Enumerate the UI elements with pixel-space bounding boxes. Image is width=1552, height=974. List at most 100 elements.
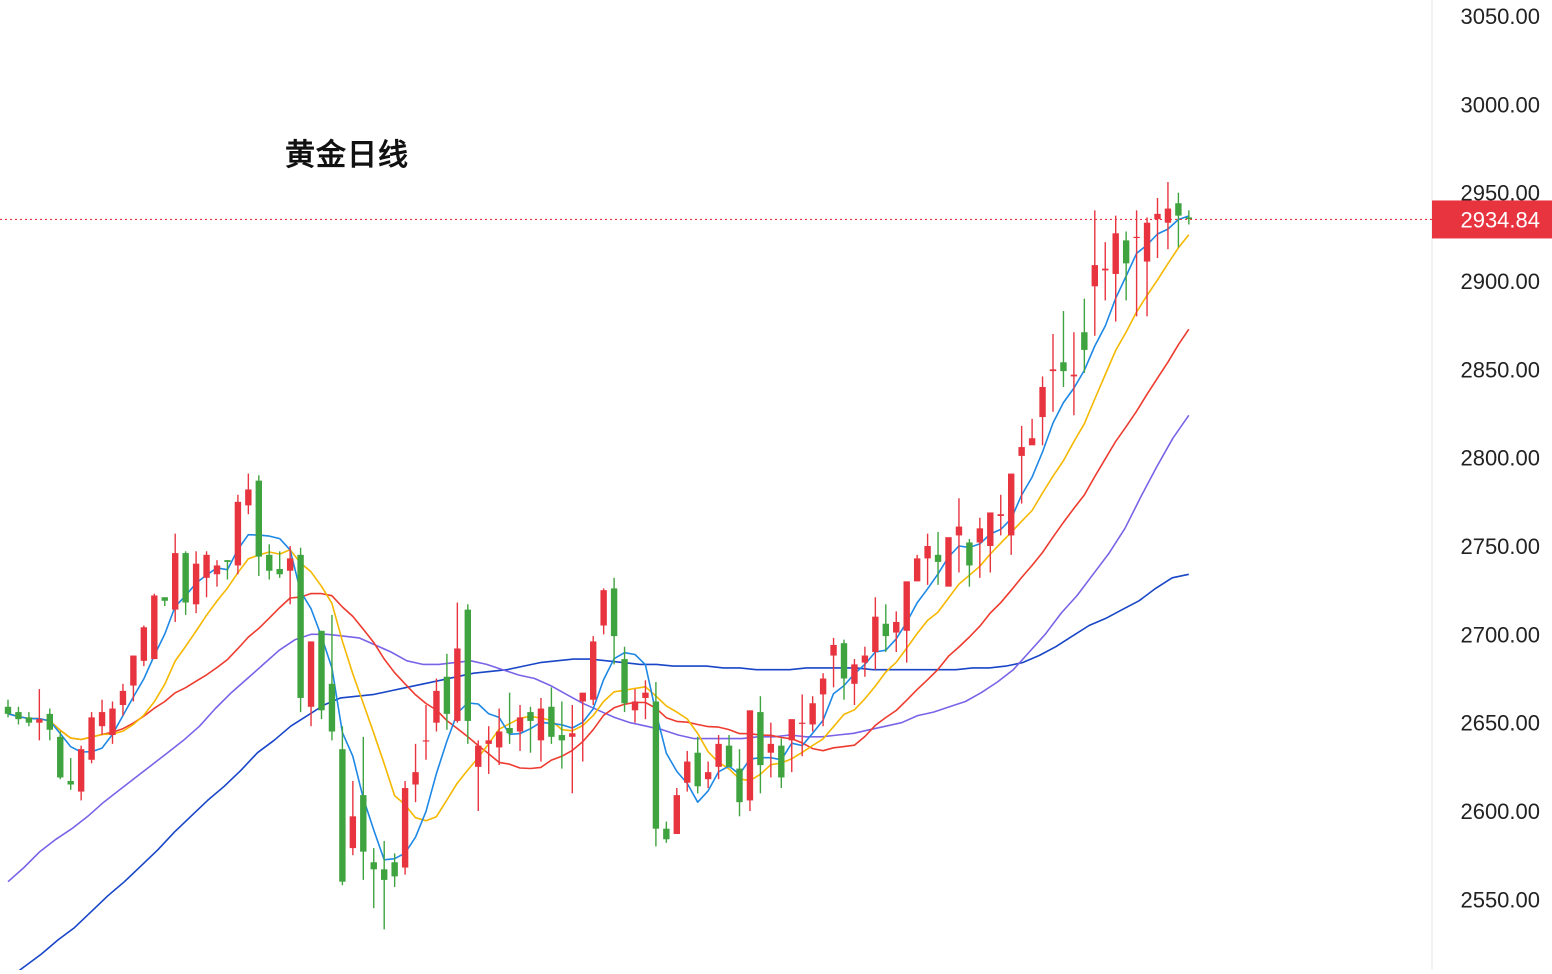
candle: [715, 735, 722, 780]
candle: [1091, 210, 1098, 336]
candle-body: [652, 701, 660, 829]
candle-body: [673, 795, 680, 834]
candle-body: [1102, 268, 1109, 271]
candle: [433, 678, 440, 732]
candle: [673, 788, 680, 834]
candle: [987, 512, 994, 573]
candle-body: [433, 690, 440, 723]
y-tick-label: 3050.00: [1460, 4, 1540, 29]
candle: [297, 547, 304, 713]
candle: [1133, 210, 1140, 317]
candle-body: [213, 565, 221, 575]
candle-body: [631, 701, 639, 711]
candle-body: [830, 644, 837, 656]
candle-body: [872, 616, 879, 653]
candle: [412, 743, 419, 803]
candle-body: [339, 749, 346, 882]
candle-body: [495, 731, 503, 748]
candle-body: [694, 752, 701, 787]
candle: [913, 554, 921, 582]
candle-body: [88, 717, 95, 760]
candle-body: [788, 719, 795, 741]
candle-body: [1154, 213, 1161, 220]
candle: [88, 712, 95, 764]
candle-body: [725, 745, 733, 767]
candle-body: [57, 736, 64, 778]
candle: [161, 597, 168, 607]
candle: [381, 841, 388, 930]
candle-body: [109, 708, 116, 736]
candle: [537, 697, 545, 762]
candle: [192, 551, 200, 614]
candle-body: [642, 692, 649, 698]
candle: [840, 639, 848, 700]
candle-body: [15, 712, 22, 720]
candle-body: [976, 528, 984, 543]
candle: [579, 692, 586, 762]
candle-body: [767, 743, 775, 753]
candle-body: [391, 862, 398, 877]
candle-body: [997, 514, 1004, 516]
candle-body: [882, 623, 889, 637]
candle: [819, 673, 827, 727]
candle: [610, 577, 618, 665]
candle-body: [422, 740, 430, 742]
candle: [109, 701, 116, 744]
y-tick-label: 2600.00: [1460, 799, 1540, 824]
candle: [872, 597, 879, 670]
candle-body: [548, 706, 555, 737]
candle: [1154, 197, 1161, 259]
candle: [924, 533, 931, 585]
candle-body: [1112, 233, 1119, 274]
candle: [46, 708, 53, 741]
candle-body: [1039, 387, 1046, 418]
candle: [590, 636, 597, 706]
candle: [286, 546, 294, 605]
candle-body: [663, 828, 670, 840]
candle-body: [151, 595, 158, 660]
candle-body: [25, 717, 33, 723]
ma-navy-line: [13, 573, 1189, 974]
candle-body: [840, 643, 848, 679]
candles: [4, 182, 1193, 930]
candle: [1122, 231, 1130, 301]
candle: [631, 689, 639, 723]
candle-body: [224, 560, 231, 562]
candle: [15, 706, 22, 725]
candle-body: [77, 749, 85, 792]
candle-body: [161, 597, 168, 601]
candle: [1143, 217, 1151, 317]
candle: [1112, 215, 1119, 322]
candle-body: [610, 588, 618, 637]
candle: [788, 719, 795, 773]
candle-body: [192, 563, 200, 605]
candle: [861, 646, 869, 677]
candle-body: [1091, 265, 1098, 287]
candle: [1164, 182, 1172, 250]
candle-body: [684, 761, 691, 783]
candle: [945, 537, 952, 587]
candle-body: [328, 683, 336, 732]
candle-body: [1175, 203, 1182, 216]
candle: [1102, 242, 1109, 301]
candle-body: [172, 553, 179, 610]
ma-purple-line: [7, 414, 1190, 883]
candle-body: [579, 692, 586, 702]
candle-body: [1028, 438, 1036, 446]
candle-body: [307, 641, 315, 707]
candle-body: [130, 655, 137, 686]
candle: [130, 655, 137, 702]
chart-title: 黄金日线: [285, 138, 409, 173]
candle-body: [893, 621, 900, 633]
candle: [182, 551, 189, 615]
candle: [955, 498, 963, 573]
candle-body: [1070, 374, 1078, 377]
candle-body: [1081, 332, 1088, 350]
last-price-label: 2934.84: [1460, 207, 1540, 232]
y-tick-label: 2700.00: [1460, 622, 1540, 647]
candle-body: [318, 630, 325, 711]
candle: [328, 614, 336, 741]
candle: [903, 581, 910, 663]
